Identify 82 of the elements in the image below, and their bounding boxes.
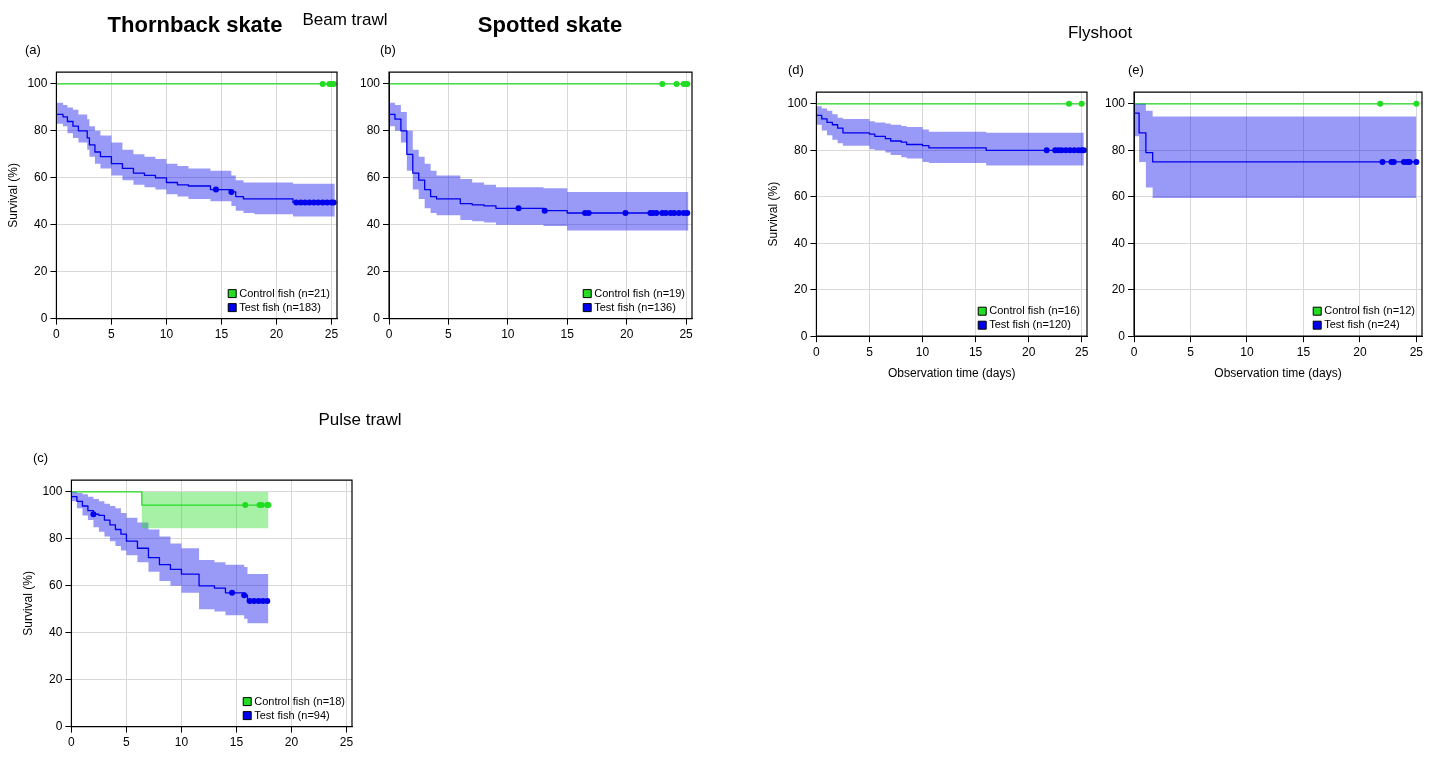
- chart-subtitle: (e): [1128, 62, 1144, 77]
- y-tick-label: 60: [34, 170, 48, 185]
- y-tick-label: 100: [787, 96, 808, 111]
- x-tick-label: 25: [324, 327, 339, 342]
- x-tick-label: 5: [123, 735, 131, 750]
- legend-label: Control fish (n=19): [594, 286, 685, 299]
- x-tick-label: 5: [108, 327, 116, 342]
- y-tick-label: 20: [49, 671, 63, 686]
- y-axis-title: Survival (%): [5, 163, 20, 228]
- x-tick-label: 10: [501, 327, 515, 342]
- x-tick-label: 0: [1130, 344, 1138, 359]
- y-tick-label: 40: [1111, 235, 1126, 250]
- text: Flyshoot: [1067, 23, 1133, 43]
- x-tick-label: 15: [1296, 344, 1311, 359]
- x-tick-label: 0: [813, 344, 821, 359]
- y-tick-label: 80: [1111, 142, 1126, 157]
- x-tick-label: 5: [1187, 344, 1195, 359]
- text: Pulse trawl: [318, 410, 402, 430]
- x-tick-label: 5: [866, 344, 874, 359]
- x-tick-label: 20: [284, 735, 299, 750]
- legend-label: Test fish (n=24): [1324, 318, 1400, 331]
- x-tick-label: 10: [159, 327, 174, 342]
- x-tick-label: 15: [560, 327, 575, 342]
- x-tick-label: 0: [385, 327, 393, 342]
- x-tick-label: 15: [968, 344, 983, 359]
- y-tick-label: 40: [366, 217, 381, 232]
- x-tick-label: 20: [619, 327, 634, 342]
- x-tick-label: 5: [445, 327, 453, 342]
- x-tick-label: 15: [229, 735, 244, 750]
- x-tick-label: 25: [679, 327, 694, 342]
- x-tick-label: 10: [174, 735, 189, 750]
- text: Beam trawl: [302, 10, 388, 30]
- legend-label: Test fish (n=183): [239, 300, 321, 313]
- y-tick-label: 80: [34, 123, 48, 138]
- y-tick-label: 60: [1111, 189, 1126, 204]
- y-tick-label: 100: [1104, 96, 1126, 111]
- y-tick-label: 40: [794, 235, 808, 250]
- x-axis-title: Observation time (days): [1214, 366, 1342, 381]
- y-tick-label: 80: [794, 142, 808, 157]
- y-tick-label: 0: [373, 310, 381, 325]
- y-tick-label: 40: [34, 217, 48, 232]
- y-axis-title: Survival (%): [20, 571, 35, 636]
- legend-label: Test fish (n=94): [254, 708, 330, 721]
- y-tick-label: 60: [794, 189, 808, 204]
- chart-title: Spotted skate: [477, 12, 623, 38]
- legend-label: Control fish (n=21): [239, 286, 330, 299]
- y-axis-title: Survival (%): [765, 181, 780, 247]
- y-tick-label: 60: [366, 170, 381, 185]
- y-tick-label: 20: [794, 282, 808, 297]
- y-tick-label: 0: [40, 310, 48, 325]
- x-tick-label: 20: [1021, 344, 1036, 359]
- chart-subtitle: (b): [380, 42, 396, 57]
- x-tick-label: 10: [915, 344, 930, 359]
- chart-subtitle: (d): [788, 62, 804, 77]
- y-tick-label: 80: [366, 123, 381, 138]
- y-tick-label: 100: [42, 484, 63, 499]
- legend-label: Control fish (n=18): [254, 694, 345, 707]
- x-tick-label: 25: [339, 735, 354, 750]
- y-tick-label: 80: [49, 531, 63, 546]
- y-tick-label: 40: [49, 625, 63, 640]
- y-tick-label: 20: [34, 263, 48, 278]
- y-tick-label: 20: [366, 263, 381, 278]
- x-tick-label: 10: [1240, 344, 1254, 359]
- y-tick-label: 20: [1111, 282, 1126, 297]
- x-tick-label: 25: [1075, 344, 1089, 359]
- y-tick-label: 0: [55, 718, 63, 733]
- legend-label: Control fish (n=16): [989, 304, 1080, 317]
- x-tick-label: 25: [1409, 344, 1424, 359]
- legend-label: Test fish (n=120): [989, 318, 1071, 331]
- x-axis-title: Observation time (days): [888, 366, 1016, 381]
- chart-title: Thornback skate: [107, 12, 283, 38]
- legend-label: Control fish (n=12): [1324, 304, 1415, 317]
- legend-label: Test fish (n=136): [594, 300, 676, 313]
- x-tick-label: 0: [68, 735, 76, 750]
- chart-subtitle: (a): [25, 42, 41, 57]
- y-tick-label: 100: [359, 76, 381, 91]
- x-tick-label: 15: [214, 327, 229, 342]
- x-tick-label: 20: [269, 327, 284, 342]
- y-tick-label: 60: [49, 578, 63, 593]
- x-tick-label: 20: [1353, 344, 1367, 359]
- y-tick-label: 100: [27, 76, 48, 91]
- chart-subtitle: (c): [33, 450, 49, 465]
